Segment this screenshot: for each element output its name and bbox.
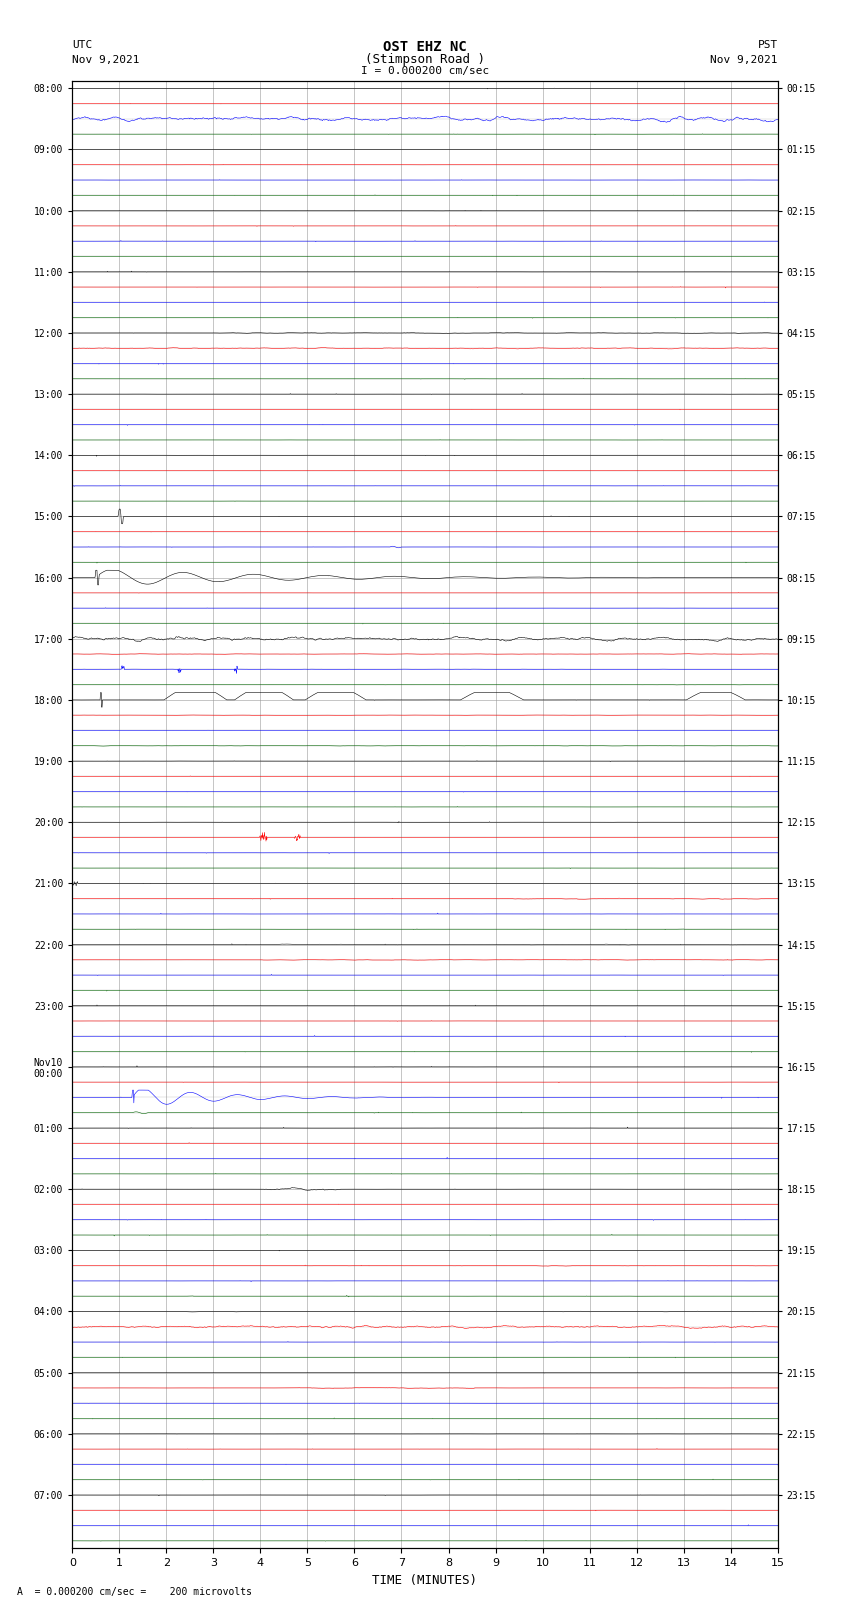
Text: I = 0.000200 cm/sec: I = 0.000200 cm/sec: [361, 66, 489, 76]
Text: Nov 9,2021: Nov 9,2021: [72, 55, 139, 65]
Text: A  = 0.000200 cm/sec =    200 microvolts: A = 0.000200 cm/sec = 200 microvolts: [17, 1587, 252, 1597]
Text: OST EHZ NC: OST EHZ NC: [383, 40, 467, 55]
Text: (Stimpson Road ): (Stimpson Road ): [365, 53, 485, 66]
Text: PST: PST: [757, 40, 778, 50]
Text: UTC: UTC: [72, 40, 93, 50]
X-axis label: TIME (MINUTES): TIME (MINUTES): [372, 1574, 478, 1587]
Text: Nov 9,2021: Nov 9,2021: [711, 55, 778, 65]
